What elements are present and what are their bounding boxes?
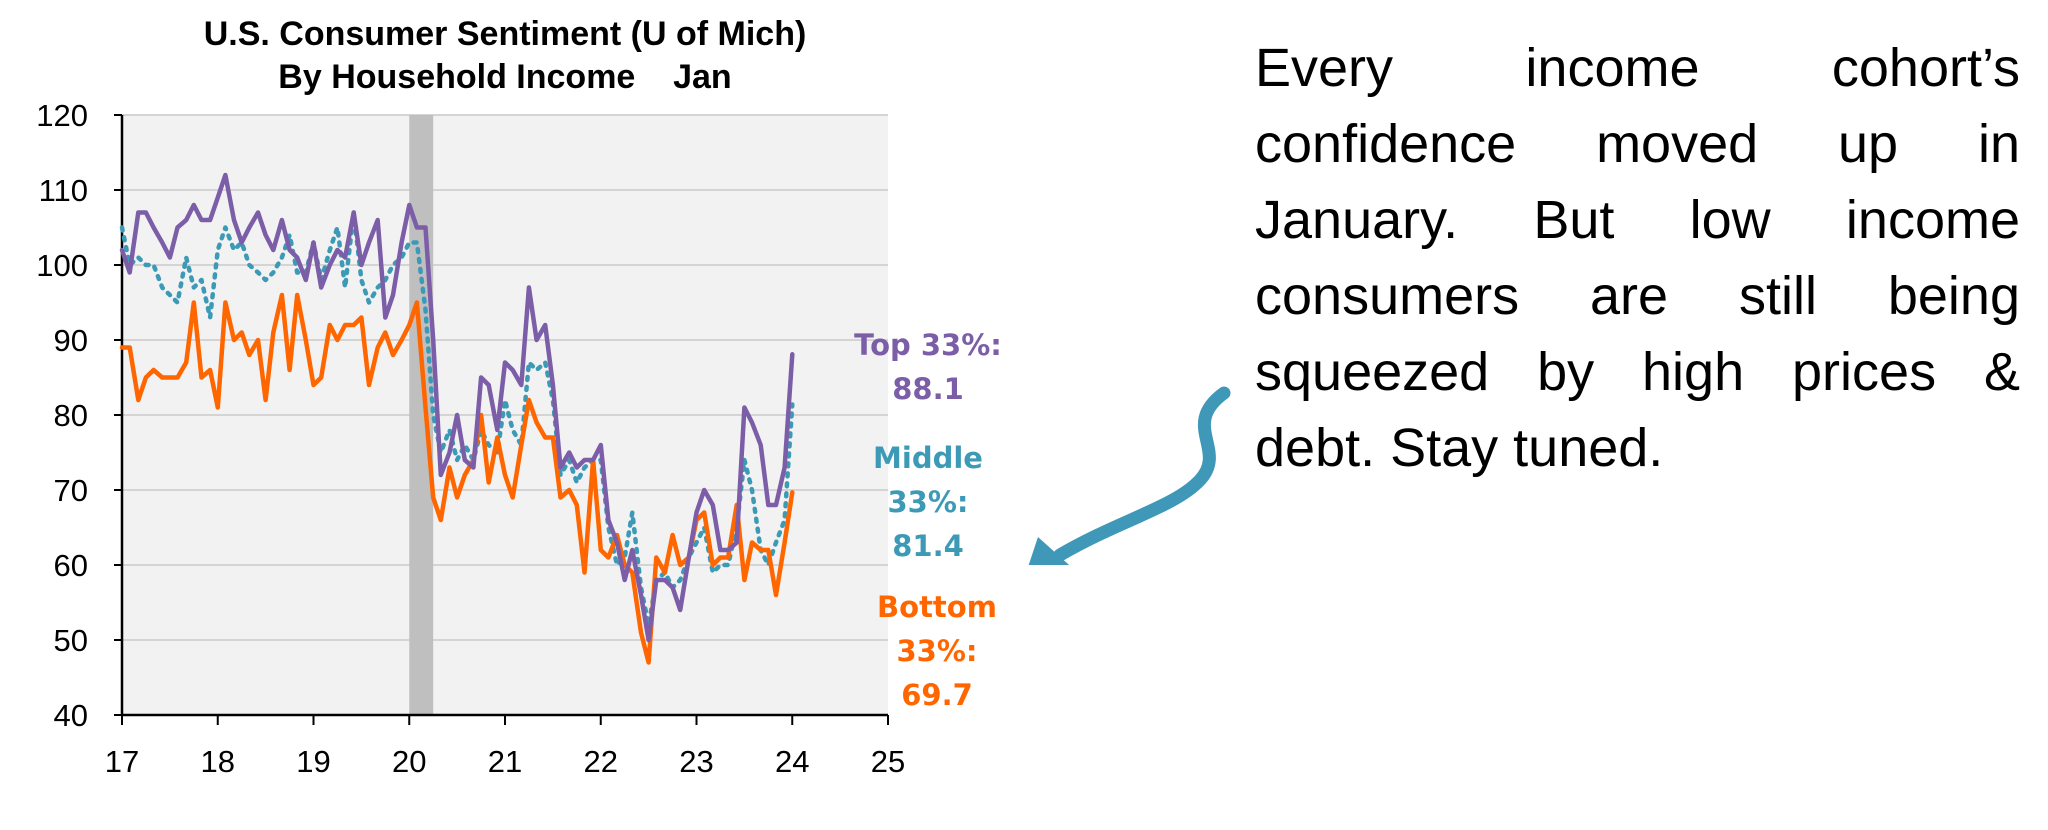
y-tick-label-50: 50 xyxy=(54,623,88,658)
series-lines xyxy=(119,172,795,665)
curved-arrow-icon xyxy=(1028,386,1231,565)
x-tick-label-21: 21 xyxy=(488,744,522,779)
x-tick-label-17: 17 xyxy=(105,744,139,779)
x-tick-label-22: 22 xyxy=(584,744,618,779)
end-label-top-0: Top 33%: xyxy=(854,328,1002,362)
x-tick-label-18: 18 xyxy=(201,744,235,779)
y-tick-label-100: 100 xyxy=(36,248,88,283)
x-tick-label-20: 20 xyxy=(392,744,426,779)
chart-title: U.S. Consumer Sentiment (U of Mich) xyxy=(204,15,807,53)
series-line-top xyxy=(119,172,795,643)
x-axis-ticks: 17 18 19 20 21 22 23 24 25 xyxy=(105,715,905,779)
y-tick-label-60: 60 xyxy=(54,548,88,583)
y-tick-label-90: 90 xyxy=(54,323,88,358)
end-label-middle-0: Middle xyxy=(873,441,983,475)
x-tick-label-19: 19 xyxy=(296,744,330,779)
recession-band xyxy=(409,115,434,715)
end-label-bottom-0: Bottom xyxy=(877,590,997,624)
annotation-text: Every income cohort’s confidence moved u… xyxy=(1255,38,2020,478)
series-line-bottom xyxy=(119,292,795,665)
end-label-top-1: 88.1 xyxy=(892,372,964,406)
x-tick-label-25: 25 xyxy=(871,744,905,779)
x-tick-label-23: 23 xyxy=(679,744,713,779)
end-labels: Top 33%: 88.1 Middle 33%: 81.4 Bottom 33%: 69.7 xyxy=(854,328,1002,712)
chart-subtitle: By Household Income Jan xyxy=(278,58,731,96)
y-tick-label-70: 70 xyxy=(54,473,88,508)
y-tick-label-40: 40 xyxy=(54,698,88,733)
end-label-middle-1: 33%: xyxy=(887,485,968,519)
y-tick-label-120: 120 xyxy=(36,98,88,133)
end-label-bottom-2: 69.7 xyxy=(901,678,973,712)
end-label-bottom-1: 33%: xyxy=(896,634,977,668)
y-axis-ticks: 40 50 60 70 80 90 100 110 120 xyxy=(36,98,122,733)
series-line-middle xyxy=(119,210,795,628)
x-tick-label-24: 24 xyxy=(775,744,809,779)
sentiment-chart: U.S. Consumer Sentiment (U of Mich) By H… xyxy=(36,15,1002,779)
y-tick-label-110: 110 xyxy=(39,173,88,208)
y-tick-label-80: 80 xyxy=(54,398,88,433)
end-label-middle-2: 81.4 xyxy=(892,529,964,563)
